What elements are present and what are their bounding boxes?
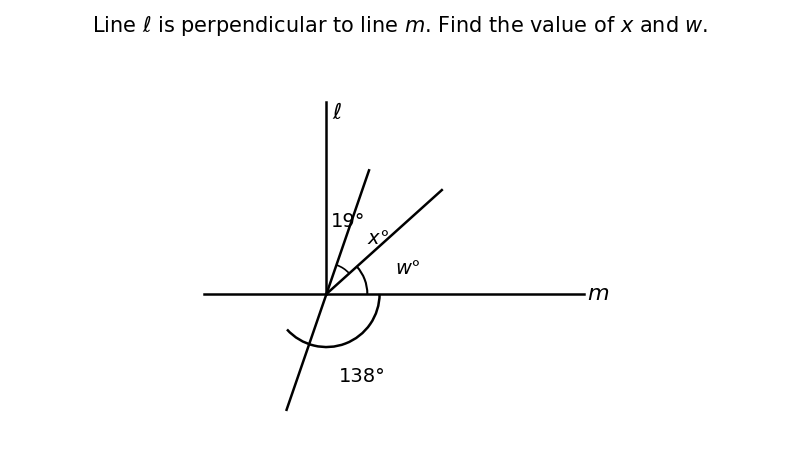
Text: 138°: 138°: [338, 368, 386, 387]
Text: $w$°: $w$°: [395, 260, 422, 278]
Text: 19°: 19°: [331, 212, 366, 231]
Text: Line $\ell$ is perpendicular to line $m$. Find the value of $x$ and $w$.: Line $\ell$ is perpendicular to line $m$…: [92, 14, 708, 38]
Text: $\ell$: $\ell$: [332, 102, 342, 124]
Text: $m$: $m$: [587, 283, 610, 305]
Text: $x$°: $x$°: [366, 230, 389, 248]
